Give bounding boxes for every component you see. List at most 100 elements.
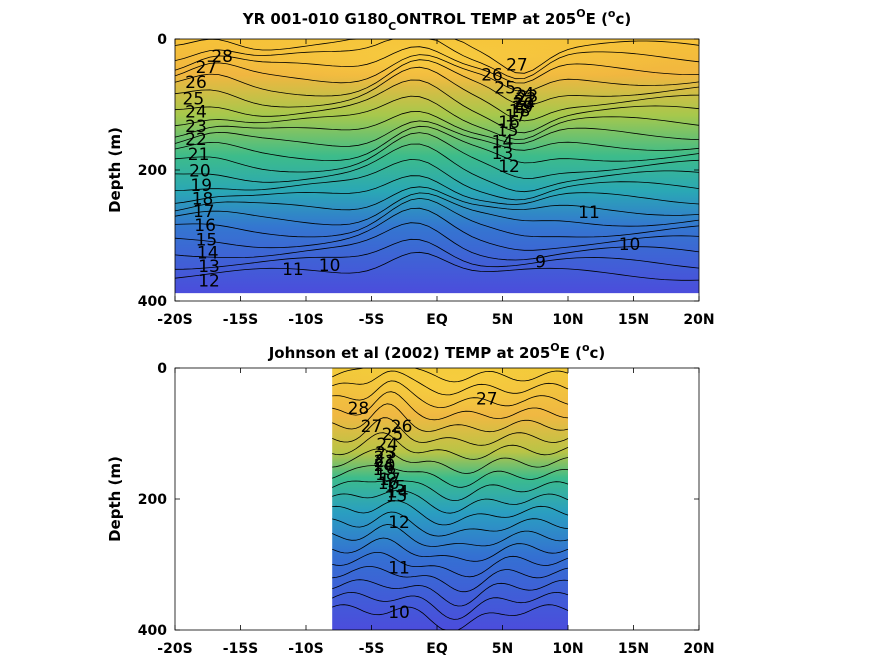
contour-label: 12	[498, 157, 520, 177]
y-tick-label: 0	[157, 361, 167, 377]
contour-line	[332, 370, 569, 396]
y-tick-label: 400	[138, 294, 167, 310]
contour-line	[332, 537, 569, 562]
x-tick-label: 20N	[683, 641, 714, 656]
contour-line	[175, 132, 699, 179]
contour-label: 23	[375, 443, 397, 463]
y-axis-label: Depth (m)	[106, 127, 124, 213]
contour-label: 17	[505, 107, 527, 127]
y-tick-label: 200	[138, 163, 167, 179]
contour-label: 17	[379, 470, 401, 490]
contour-line	[332, 464, 569, 488]
contour-label: 26	[391, 417, 413, 437]
contour-label: 28	[211, 47, 233, 67]
x-tick-label: 5N	[492, 312, 513, 328]
contour-line	[175, 54, 699, 93]
contour-label: 13	[386, 487, 408, 507]
x-tick-label: 20N	[683, 312, 714, 328]
contour-line	[175, 125, 699, 164]
contour-label: 23	[517, 87, 539, 107]
contour-line	[175, 186, 699, 216]
contour-line	[332, 524, 569, 547]
contour-line	[175, 79, 699, 134]
contour-label: 10	[319, 256, 341, 276]
x-tick-label: EQ	[426, 312, 448, 328]
contour-line	[175, 120, 699, 151]
y-tick-label: 200	[138, 492, 167, 508]
contour-label: 24	[513, 84, 535, 104]
x-tick-label: 15N	[618, 641, 649, 656]
contour-label: 19	[511, 98, 533, 118]
contour-label: 25	[494, 78, 516, 98]
x-tick-label: -10S	[288, 312, 323, 328]
contour-label: 28	[348, 399, 370, 419]
x-tick-label: 10N	[552, 641, 583, 656]
x-tick-label: -20S	[157, 312, 192, 328]
contour-label: 15	[384, 477, 406, 497]
contour-label: 22	[374, 448, 396, 468]
contour-label: 25	[183, 90, 205, 110]
y-tick-label: 400	[138, 623, 167, 639]
contour-label: 16	[194, 216, 216, 236]
contour-label: 17	[193, 202, 215, 222]
x-tick-label: -20S	[157, 641, 192, 656]
contour-line	[332, 511, 569, 537]
contour-line	[175, 143, 699, 193]
contour-label: 22	[185, 130, 207, 150]
contour-label: 27	[476, 390, 498, 410]
contour-label: 20	[513, 95, 535, 115]
contour-label: 14	[492, 133, 514, 153]
contour-line	[332, 403, 569, 433]
contour-label: 27	[506, 55, 528, 75]
contour-label: 20	[374, 456, 396, 476]
chart-title: Johnson et al (2002) TEMP at 205OE (oc)	[268, 341, 606, 362]
contour-line	[175, 192, 699, 227]
contour-label: 16	[378, 474, 400, 494]
contour-label: 13	[492, 144, 514, 164]
contour-label: 25	[382, 425, 404, 445]
x-tick-label: -10S	[288, 641, 323, 656]
contour-line	[332, 489, 569, 514]
contour-label: 19	[190, 176, 212, 196]
contour-label: 14	[197, 243, 219, 263]
contour-line	[175, 251, 699, 281]
contour-line	[332, 432, 569, 460]
contour-line	[332, 417, 569, 446]
contour-line	[175, 197, 699, 238]
x-tick-label: -15S	[223, 312, 258, 328]
contour-line	[175, 238, 699, 270]
contour-label: 19	[372, 460, 394, 480]
contour-line	[332, 391, 569, 421]
contour-label: 12	[388, 513, 410, 533]
x-tick-label: EQ	[426, 641, 448, 656]
contour-label: 11	[578, 203, 600, 223]
contour-label: 21	[374, 452, 396, 472]
contour-line	[332, 591, 569, 620]
contour-label: 23	[185, 117, 207, 137]
chart-title: YR 001-010 G180CONTROL TEMP at 205OE (oc…	[242, 7, 631, 33]
contour-line	[175, 158, 699, 201]
contour-line	[332, 566, 569, 593]
contour-line	[175, 59, 699, 106]
contour-line	[332, 579, 569, 607]
contour-label: 15	[196, 230, 218, 250]
contour-label: 21	[514, 92, 536, 112]
contour-line	[332, 480, 569, 502]
contour-line	[332, 368, 569, 383]
y-axis-label: Depth (m)	[106, 456, 124, 542]
y-tick-label: 0	[157, 32, 167, 48]
contour-label: 27	[361, 417, 383, 437]
contour-label: 26	[481, 65, 503, 85]
contour-label: 13	[198, 257, 220, 277]
contour-label: 18	[509, 101, 531, 121]
warm-pool-shading	[201, 39, 673, 87]
x-tick-label: 10N	[552, 312, 583, 328]
contour-label: 14	[387, 483, 409, 503]
contour-label: 16	[498, 113, 520, 133]
contour-line	[332, 552, 569, 578]
contour-label: 18	[375, 465, 397, 485]
